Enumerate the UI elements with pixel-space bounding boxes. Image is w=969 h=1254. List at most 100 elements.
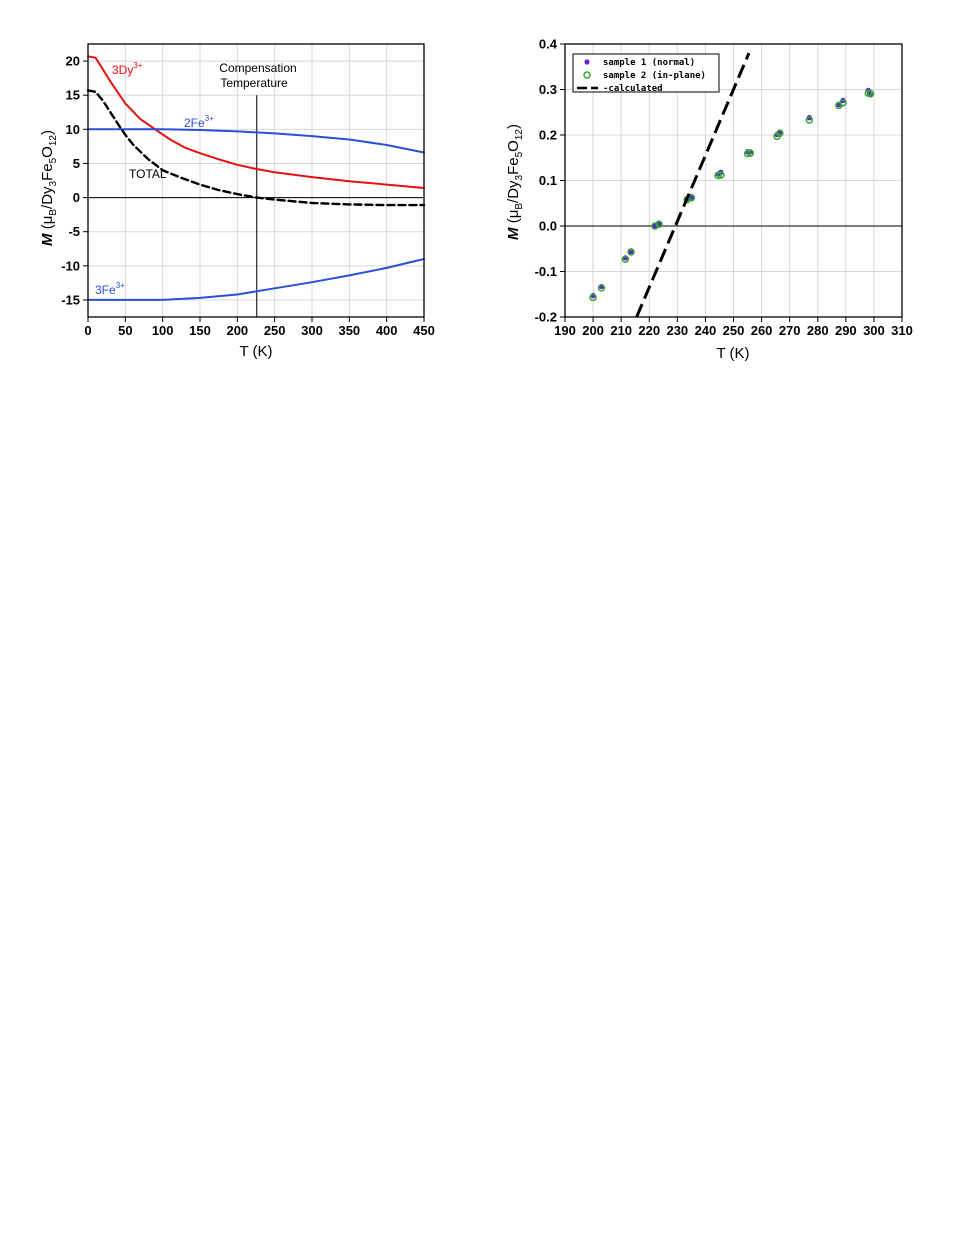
data-point-sample-2	[621, 255, 630, 263]
calculated-line	[635, 52, 751, 317]
y-axis-label-sub-b: B	[48, 209, 59, 216]
compensation-label-line2: Temperature	[220, 76, 288, 90]
y-axis-label-sub-b: B	[514, 203, 525, 210]
x-tick-label: 50	[118, 323, 132, 338]
y-tick-label: -15	[61, 292, 80, 307]
x-axis-label: T (K)	[239, 343, 272, 360]
y-tick-label: 0	[73, 190, 80, 205]
x-tick-label: 280	[807, 323, 829, 338]
x-tick-label: 0	[84, 323, 91, 338]
x-tick-label: 300	[863, 323, 885, 338]
data-point-sample-2	[839, 98, 847, 107]
x-tick-label: 200	[582, 323, 604, 338]
y-tick-label: 15	[66, 88, 80, 103]
legend: sample 1 (normal) sample 2 (in-plane) -c…	[572, 53, 720, 94]
x-tick-label: 200	[226, 323, 248, 338]
data-point-sample-2	[866, 89, 875, 98]
series-label-2fe-name: 2Fe	[184, 116, 205, 130]
tick-group: 0 50 100 150 200 250 300 350 400 45020151050-5-10…	[61, 54, 435, 338]
x-axis-label: T (K)	[716, 345, 749, 362]
y-axis-label-part1: (μ	[505, 210, 522, 228]
y-tick-label: 0.4	[539, 37, 558, 52]
data-point-sample-2	[651, 222, 659, 230]
series-label-total: TOTAL	[129, 167, 167, 181]
y-axis-label-sub3: 3	[514, 174, 525, 180]
legend-label-sample-1: sample 1 (normal)	[603, 58, 695, 68]
legend-marker-sample-1	[584, 59, 590, 65]
y-tick-label: -10	[61, 258, 80, 273]
y-axis-label-sub5: 5	[514, 151, 525, 157]
x-tick-label: 250	[723, 323, 745, 338]
y-axis-label-part5: )	[505, 124, 522, 129]
series-label-3fe: 3Fe3+	[95, 281, 125, 297]
x-tick-label: 250	[264, 323, 286, 338]
x-tick-label: 150	[189, 323, 211, 338]
plot-frame	[87, 43, 425, 318]
data-point-sample-2	[746, 149, 755, 157]
data-point-sample-2	[627, 248, 635, 256]
x-tick-label: 240	[695, 323, 717, 338]
data-point-sample-2	[655, 220, 663, 228]
x-tick-label: 300	[301, 323, 323, 338]
y-tick-label: 5	[73, 156, 80, 171]
series-line-total	[86, 89, 426, 207]
x-tick-label: 450	[413, 323, 435, 338]
data-point-sample-2	[597, 284, 606, 292]
y-axis-label-sub12: 12	[48, 135, 59, 147]
series-label-3fe-name: 3Fe	[95, 283, 116, 297]
y-tick-label: 0.3	[539, 82, 557, 97]
y-axis-label-sub12: 12	[514, 129, 525, 141]
series-label-2fe-sup: 3+	[205, 114, 214, 123]
compensation-label-line1: Compensation	[219, 61, 296, 75]
data-point-sample-2	[743, 149, 752, 158]
legend-label-calculated: -calculated	[603, 84, 663, 94]
x-tick-label: 210	[610, 323, 632, 338]
data-point-sample-2	[805, 116, 814, 124]
x-tick-label: 260	[751, 323, 773, 338]
y-axis-label-part1: (μ	[39, 216, 56, 234]
x-tick-label: 190	[554, 323, 576, 338]
y-axis-label-main: M	[505, 227, 522, 240]
y-axis-label-sub3: 3	[48, 180, 59, 186]
x-tick-label: 310	[891, 323, 913, 338]
series-label-3dy-name: 3Dy	[112, 63, 133, 77]
series-line-3dy	[87, 55, 425, 189]
y-axis-label-part2: /Dy	[39, 186, 56, 209]
tick-group: 190 200 210 220 230 240 250 260 270 280 290 300 310 0…	[535, 37, 913, 339]
series-group	[589, 52, 875, 317]
y-tick-label: 0.1	[539, 173, 557, 188]
y-axis-label: M (μB/Dy3Fe5O12)	[39, 130, 59, 246]
y-axis-label: M (μB/Dy3Fe5O12)	[505, 124, 525, 240]
y-tick-label: 0.0	[539, 219, 557, 234]
y-axis-label-part3: Fe	[39, 163, 56, 181]
series-group	[86, 55, 426, 301]
series-line-3fe	[87, 258, 425, 301]
legend-label-sample-2: sample 2 (in-plane)	[603, 70, 706, 81]
y-axis-label-main: M	[39, 233, 56, 246]
legend-box	[572, 53, 720, 93]
chart-temperature-components: 0 50 100 150 200 250 300 350 400 45020151050-5-10…	[39, 43, 435, 360]
series-label-2fe: 2Fe3+	[184, 114, 214, 130]
series-label-3dy: 3Dy3+	[112, 61, 143, 77]
x-tick-label: 400	[376, 323, 398, 338]
y-axis-label-sub5: 5	[48, 157, 59, 163]
y-tick-label: 20	[66, 54, 80, 69]
y-axis-label-part4: O	[505, 140, 522, 152]
x-tick-label: 350	[338, 323, 360, 338]
legend-marker-sample-2	[583, 71, 591, 79]
chart-measured-vs-calculated: 190 200 210 220 230 240 250 260 270 280 290 300 310 0…	[505, 37, 913, 363]
y-tick-label: -0.2	[535, 310, 557, 325]
data-point-sample-2	[714, 171, 722, 180]
x-tick-label: 100	[152, 323, 174, 338]
data-point-sample-2	[717, 171, 725, 179]
y-tick-label: 10	[66, 122, 80, 137]
y-tick-label: -0.1	[535, 264, 557, 279]
grid	[87, 44, 425, 317]
series-label-3dy-sup: 3+	[133, 61, 142, 70]
data-point-sample-1	[628, 249, 634, 256]
x-tick-label: 220	[638, 323, 660, 338]
x-tick-label: 290	[835, 323, 857, 338]
y-tick-label: 0.2	[539, 128, 557, 143]
y-tick-label: -5	[68, 224, 80, 239]
